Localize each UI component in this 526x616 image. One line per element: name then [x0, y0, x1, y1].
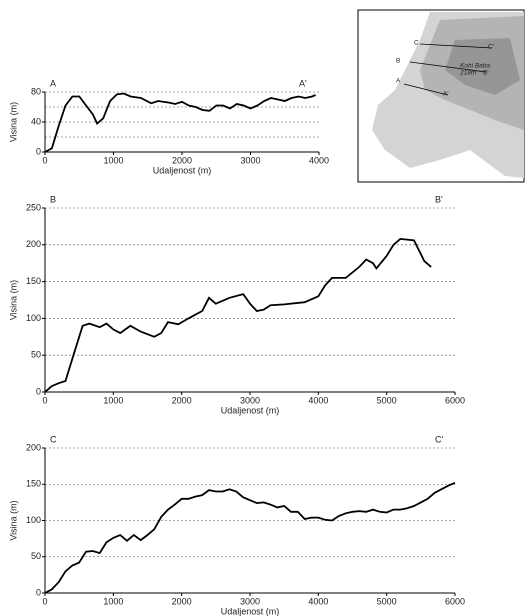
y-tick-label: 150: [26, 276, 41, 286]
y-tick-label: 200: [26, 442, 41, 452]
x-tick-label: 5000: [377, 395, 397, 405]
x-tick-label: 2000: [172, 155, 192, 165]
x-tick-label: 1000: [103, 596, 123, 606]
map-label: A': [443, 91, 449, 98]
elevation-profile: [45, 483, 455, 593]
x-tick-label: 3000: [240, 395, 260, 405]
figure: C C' B Kohi Baba 218m B' A A' 0408001000…: [0, 0, 526, 616]
x-axis-title: Udaljenost (m): [221, 606, 280, 616]
map-label: A: [396, 78, 401, 85]
y-tick-label: 50: [31, 350, 41, 360]
map-label: 218m: [459, 70, 477, 77]
map-label: B: [396, 58, 400, 65]
map-label: Kohi Baba: [460, 63, 490, 70]
x-tick-label: 1000: [103, 155, 123, 165]
x-tick-label: 4000: [308, 596, 328, 606]
profile-start-label: B: [50, 194, 56, 204]
profile-end-label: C': [435, 434, 443, 444]
x-tick-label: 0: [42, 596, 47, 606]
map-label: C: [414, 40, 419, 47]
x-tick-label: 4000: [309, 155, 329, 165]
y-axis-title: Visina (m): [8, 500, 18, 540]
elevation-profile: [45, 94, 316, 153]
y-tick-label: 250: [26, 202, 41, 212]
x-tick-label: 0: [42, 155, 47, 165]
y-tick-label: 40: [31, 116, 41, 126]
y-tick-label: 50: [31, 551, 41, 561]
map-label: C': [488, 44, 494, 51]
y-tick-label: 0: [36, 587, 41, 597]
profile-end-label: B': [435, 194, 443, 204]
x-tick-label: 1000: [103, 395, 123, 405]
x-axis-title: Udaljenost (m): [153, 165, 212, 175]
y-tick-label: 0: [36, 386, 41, 396]
elevation-profile: [45, 239, 431, 392]
x-tick-label: 6000: [445, 395, 465, 405]
x-tick-label: 2000: [172, 596, 192, 606]
x-tick-label: 2000: [172, 395, 192, 405]
map-label: B': [483, 70, 489, 77]
y-tick-label: 200: [26, 239, 41, 249]
x-tick-label: 5000: [377, 596, 397, 606]
profile-end-label: A': [299, 78, 307, 88]
x-tick-label: 3000: [240, 596, 260, 606]
profile-start-label: A: [50, 78, 56, 88]
y-tick-label: 150: [26, 479, 41, 489]
y-axis-title: Visina (m): [8, 102, 18, 142]
y-tick-label: 100: [26, 515, 41, 525]
y-axis-title: Visina (m): [8, 280, 18, 320]
y-tick-label: 0: [36, 146, 41, 156]
x-tick-label: 6000: [445, 596, 465, 606]
x-tick-label: 0: [42, 395, 47, 405]
x-axis-title: Udaljenost (m): [221, 405, 280, 415]
y-tick-label: 80: [31, 86, 41, 96]
profile-start-label: C: [50, 434, 57, 444]
x-tick-label: 3000: [240, 155, 260, 165]
x-tick-label: 4000: [308, 395, 328, 405]
y-tick-label: 100: [26, 313, 41, 323]
location-map: C C' B Kohi Baba 218m B' A A': [358, 10, 524, 182]
